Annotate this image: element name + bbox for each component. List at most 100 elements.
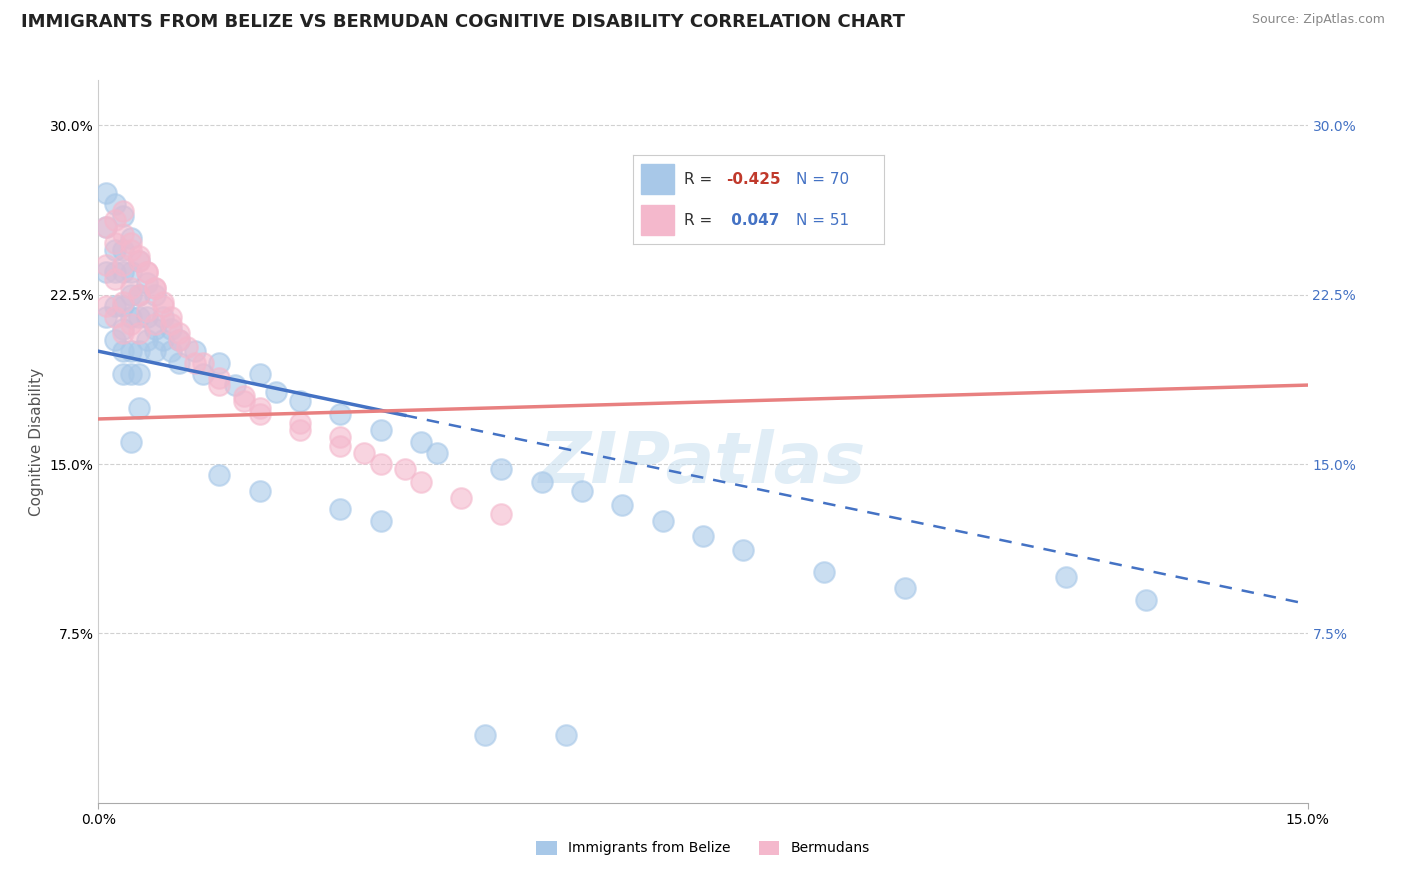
Point xyxy=(208,378,231,392)
Point xyxy=(128,367,150,381)
Point xyxy=(128,326,150,340)
Point xyxy=(135,277,157,291)
Point xyxy=(143,281,166,295)
Point xyxy=(651,514,673,528)
Point xyxy=(426,446,449,460)
Point xyxy=(96,299,118,313)
Point xyxy=(103,243,125,257)
Point xyxy=(120,265,142,279)
Point xyxy=(288,393,311,408)
Point xyxy=(128,249,150,263)
Point xyxy=(103,213,125,227)
Point xyxy=(264,384,287,399)
Point xyxy=(103,197,125,211)
Point xyxy=(143,281,166,295)
Point xyxy=(249,401,271,415)
Point xyxy=(96,220,118,235)
Point xyxy=(370,514,392,528)
Point xyxy=(120,243,142,257)
Text: ZIPatlas: ZIPatlas xyxy=(540,429,866,498)
Point xyxy=(530,475,553,490)
Point xyxy=(103,333,125,347)
Point xyxy=(329,430,352,444)
Point xyxy=(450,491,472,505)
Point xyxy=(184,355,207,369)
Point xyxy=(128,344,150,359)
Point xyxy=(120,344,142,359)
Point xyxy=(143,321,166,335)
Point xyxy=(128,253,150,268)
Point xyxy=(152,294,174,309)
Bar xyxy=(641,205,673,235)
Text: 0.047: 0.047 xyxy=(725,213,779,227)
Text: N = 51: N = 51 xyxy=(796,213,849,227)
Point xyxy=(111,321,134,335)
Point xyxy=(96,259,118,273)
Point xyxy=(167,333,190,347)
Point xyxy=(353,446,375,460)
Point xyxy=(224,378,246,392)
Text: -0.425: -0.425 xyxy=(725,172,780,186)
Point xyxy=(111,294,134,309)
Point xyxy=(120,281,142,295)
Point xyxy=(571,484,593,499)
Point xyxy=(1135,592,1157,607)
Point xyxy=(111,265,134,279)
Point xyxy=(232,389,254,403)
Point xyxy=(111,299,134,313)
Point xyxy=(152,299,174,313)
Point xyxy=(135,303,157,318)
Point xyxy=(152,333,174,347)
Point xyxy=(96,265,118,279)
Point xyxy=(120,235,142,250)
Point xyxy=(111,259,134,273)
Point xyxy=(96,220,118,235)
Point xyxy=(120,367,142,381)
Text: R =: R = xyxy=(683,213,717,227)
Point xyxy=(120,310,142,325)
Point xyxy=(491,507,513,521)
Point xyxy=(370,423,392,437)
Point xyxy=(813,566,835,580)
Point xyxy=(120,434,142,449)
Point xyxy=(692,529,714,543)
Point xyxy=(193,367,215,381)
Point xyxy=(288,423,311,437)
Point xyxy=(111,243,134,257)
Point xyxy=(160,317,183,331)
Legend: Immigrants from Belize, Bermudans: Immigrants from Belize, Bermudans xyxy=(530,835,876,861)
Bar xyxy=(641,164,673,194)
Y-axis label: Cognitive Disability: Cognitive Disability xyxy=(30,368,44,516)
Point xyxy=(135,310,157,325)
Point xyxy=(128,253,150,268)
Text: Source: ZipAtlas.com: Source: ZipAtlas.com xyxy=(1251,13,1385,27)
Point xyxy=(128,287,150,301)
Point xyxy=(167,333,190,347)
Point xyxy=(128,401,150,415)
Point xyxy=(612,498,634,512)
Point xyxy=(893,582,915,596)
Point xyxy=(167,355,190,369)
Point xyxy=(143,317,166,331)
Point xyxy=(329,439,352,453)
Point xyxy=(120,287,142,301)
Point xyxy=(111,367,134,381)
Point xyxy=(96,186,118,201)
Point xyxy=(135,265,157,279)
Point xyxy=(111,227,134,241)
Point xyxy=(96,310,118,325)
Point xyxy=(1054,570,1077,584)
Point xyxy=(733,542,755,557)
Point xyxy=(249,367,271,381)
Text: N = 70: N = 70 xyxy=(796,172,849,186)
Point xyxy=(111,204,134,219)
Point xyxy=(152,310,174,325)
Point xyxy=(176,340,198,354)
Point xyxy=(474,728,496,742)
Point xyxy=(184,344,207,359)
Point xyxy=(329,408,352,422)
Point xyxy=(103,265,125,279)
Point xyxy=(111,209,134,223)
Point xyxy=(555,728,578,742)
Point xyxy=(193,355,215,369)
